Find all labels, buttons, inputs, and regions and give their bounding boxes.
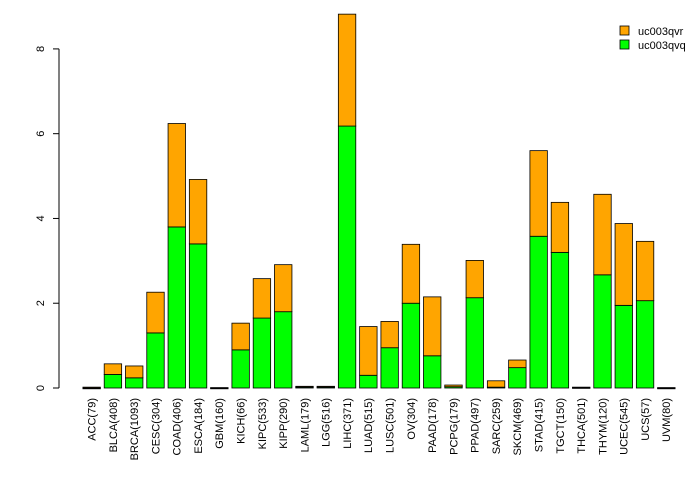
bar-uc003qvr-SKCM(469) (508, 359, 527, 369)
bar-uc003qvr-THYM(120) (593, 193, 612, 276)
bar-uc003qvq-KICH(66) (231, 349, 250, 389)
bar-uc003qvq-KIPP(290) (274, 311, 293, 389)
bar-uc003qvq-SKCM(469) (508, 367, 527, 389)
bar-uc003qvr-TGCT(150) (550, 201, 570, 253)
bar-uc003qvr-LAML(179) (295, 385, 314, 388)
x-tick-label: PAAD(178) (427, 398, 439, 453)
bar-uc003qvr-GBM(160) (210, 387, 229, 389)
bar-uc003qvq-UCEC(545) (614, 304, 633, 389)
bar-uc003qvr-LGG(516) (316, 385, 335, 388)
bar-uc003qvq-KIPC(533) (252, 317, 272, 389)
bar-uc003qvr-KICH(66) (231, 322, 250, 351)
bar-uc003qvq-STAD(415) (529, 235, 548, 389)
x-tick-label: LGG(516) (321, 398, 333, 447)
x-tick-label: KIPP(290) (278, 398, 290, 449)
x-tick-label: LUSC(501) (384, 398, 396, 453)
bar-uc003qvr-LUAD(515) (359, 326, 378, 376)
y-tick-label: 8 (35, 46, 47, 52)
bar-uc003qvr-UCS(57) (635, 240, 655, 302)
bar-uc003qvr-PPAD(497) (465, 260, 484, 299)
x-tick-label: SKCM(469) (512, 398, 524, 455)
bar-uc003qvr-UVM(80) (657, 387, 676, 389)
y-tick-label: 2 (35, 300, 47, 306)
x-tick-label: BLCA(408) (108, 398, 120, 452)
x-tick-label: UVM(80) (661, 398, 673, 442)
bar-uc003qvq-UCS(57) (635, 300, 655, 389)
bar-uc003qvq-OV(304) (401, 302, 421, 389)
x-tick-label: ACC(79) (86, 398, 98, 441)
bar-uc003qvr-PAAD(178) (423, 296, 442, 357)
x-tick-label: LAML(179) (299, 398, 311, 452)
x-tick-label: LIHC(371) (342, 398, 354, 449)
x-tick-label: PCPG(179) (448, 398, 460, 455)
bar-uc003qvr-COAD(406) (167, 123, 186, 228)
bar-uc003qvq-PPAD(497) (465, 297, 484, 389)
x-tick-label: CESC(304) (150, 398, 162, 454)
x-axis-labels: ACC(79) BLCA(408) BRCA(1093) CESC(304) COAD(… (86, 398, 673, 460)
x-tick-label: UCS(57) (640, 398, 652, 441)
bar-uc003qvr-CESC(304) (146, 291, 165, 334)
bar-uc003qvr-KIPC(533) (252, 278, 272, 319)
x-tick-label: PPAD(497) (470, 398, 482, 453)
x-tick-label: STAD(415) (533, 398, 545, 452)
x-tick-label: KICH(66) (235, 398, 247, 444)
legend-label-uc003qvq: uc003qvq (638, 40, 686, 52)
bar-uc003qvr-ACC(79) (82, 386, 101, 389)
bar-uc003qvr-ESCA(184) (188, 179, 208, 245)
bar-uc003qvr-THCA(501) (572, 386, 591, 389)
x-tick-label: THYM(120) (597, 398, 609, 455)
x-tick-label: BRCA(1093) (129, 398, 141, 460)
bar-uc003qvq-TGCT(150) (550, 251, 570, 389)
x-tick-label: TGCT(150) (555, 398, 567, 454)
x-tick-label: SARC(259) (491, 398, 503, 454)
bar-uc003qvr-LUSC(501) (380, 321, 399, 349)
bar-uc003qvr-OV(304) (401, 243, 421, 304)
bar-uc003qvr-BLCA(408) (103, 363, 123, 375)
x-tick-label: KIPC(533) (257, 398, 269, 449)
bar-uc003qvr-UCEC(545) (614, 223, 633, 306)
bar-uc003qvq-BLCA(408) (103, 374, 123, 389)
bar-uc003qvq-THYM(120) (593, 274, 612, 389)
bar-uc003qvq-PAAD(178) (423, 355, 442, 389)
bar-uc003qvq-LUSC(501) (380, 347, 399, 389)
x-tick-label: UCEC(545) (619, 398, 631, 455)
x-tick-label: COAD(406) (172, 398, 184, 455)
x-tick-label: OV(304) (406, 398, 418, 440)
bar-uc003qvq-LUAD(515) (359, 374, 378, 389)
bar-uc003qvq-CESC(304) (146, 332, 165, 389)
bar-uc003qvr-PCPG(179) (444, 384, 463, 388)
y-tick-label: 0 (35, 385, 47, 391)
bar-uc003qvq-LIHC(371) (337, 125, 357, 389)
x-tick-label: GBM(160) (214, 398, 226, 449)
bar-uc003qvr-LIHC(371) (337, 13, 357, 127)
legend-swatch-uc003qvr (619, 25, 630, 36)
y-tick-label: 4 (35, 215, 47, 221)
legend: uc003qvr uc003qvq (619, 25, 686, 52)
y-tick-label: 6 (35, 131, 47, 137)
x-tick-label: ESCA(184) (193, 398, 205, 454)
legend-swatch-uc003qvq (619, 39, 630, 50)
bar-uc003qvr-STAD(415) (529, 150, 548, 237)
bar-uc003qvr-BRCA(1093) (125, 365, 144, 379)
bar-uc003qvq-ESCA(184) (188, 243, 208, 389)
legend-label-uc003qvr: uc003qvr (638, 26, 684, 38)
bar-uc003qvr-KIPP(290) (274, 264, 293, 313)
bar-uc003qvq-COAD(406) (167, 226, 186, 389)
bar-uc003qvq-BRCA(1093) (125, 377, 144, 389)
x-tick-label: THCA(501) (576, 398, 588, 454)
y-axis: 0 2 4 6 8 (35, 46, 60, 391)
bars (82, 13, 676, 390)
x-tick-label: LUAD(515) (363, 398, 375, 453)
bar-uc003qvr-SARC(259) (486, 380, 506, 388)
